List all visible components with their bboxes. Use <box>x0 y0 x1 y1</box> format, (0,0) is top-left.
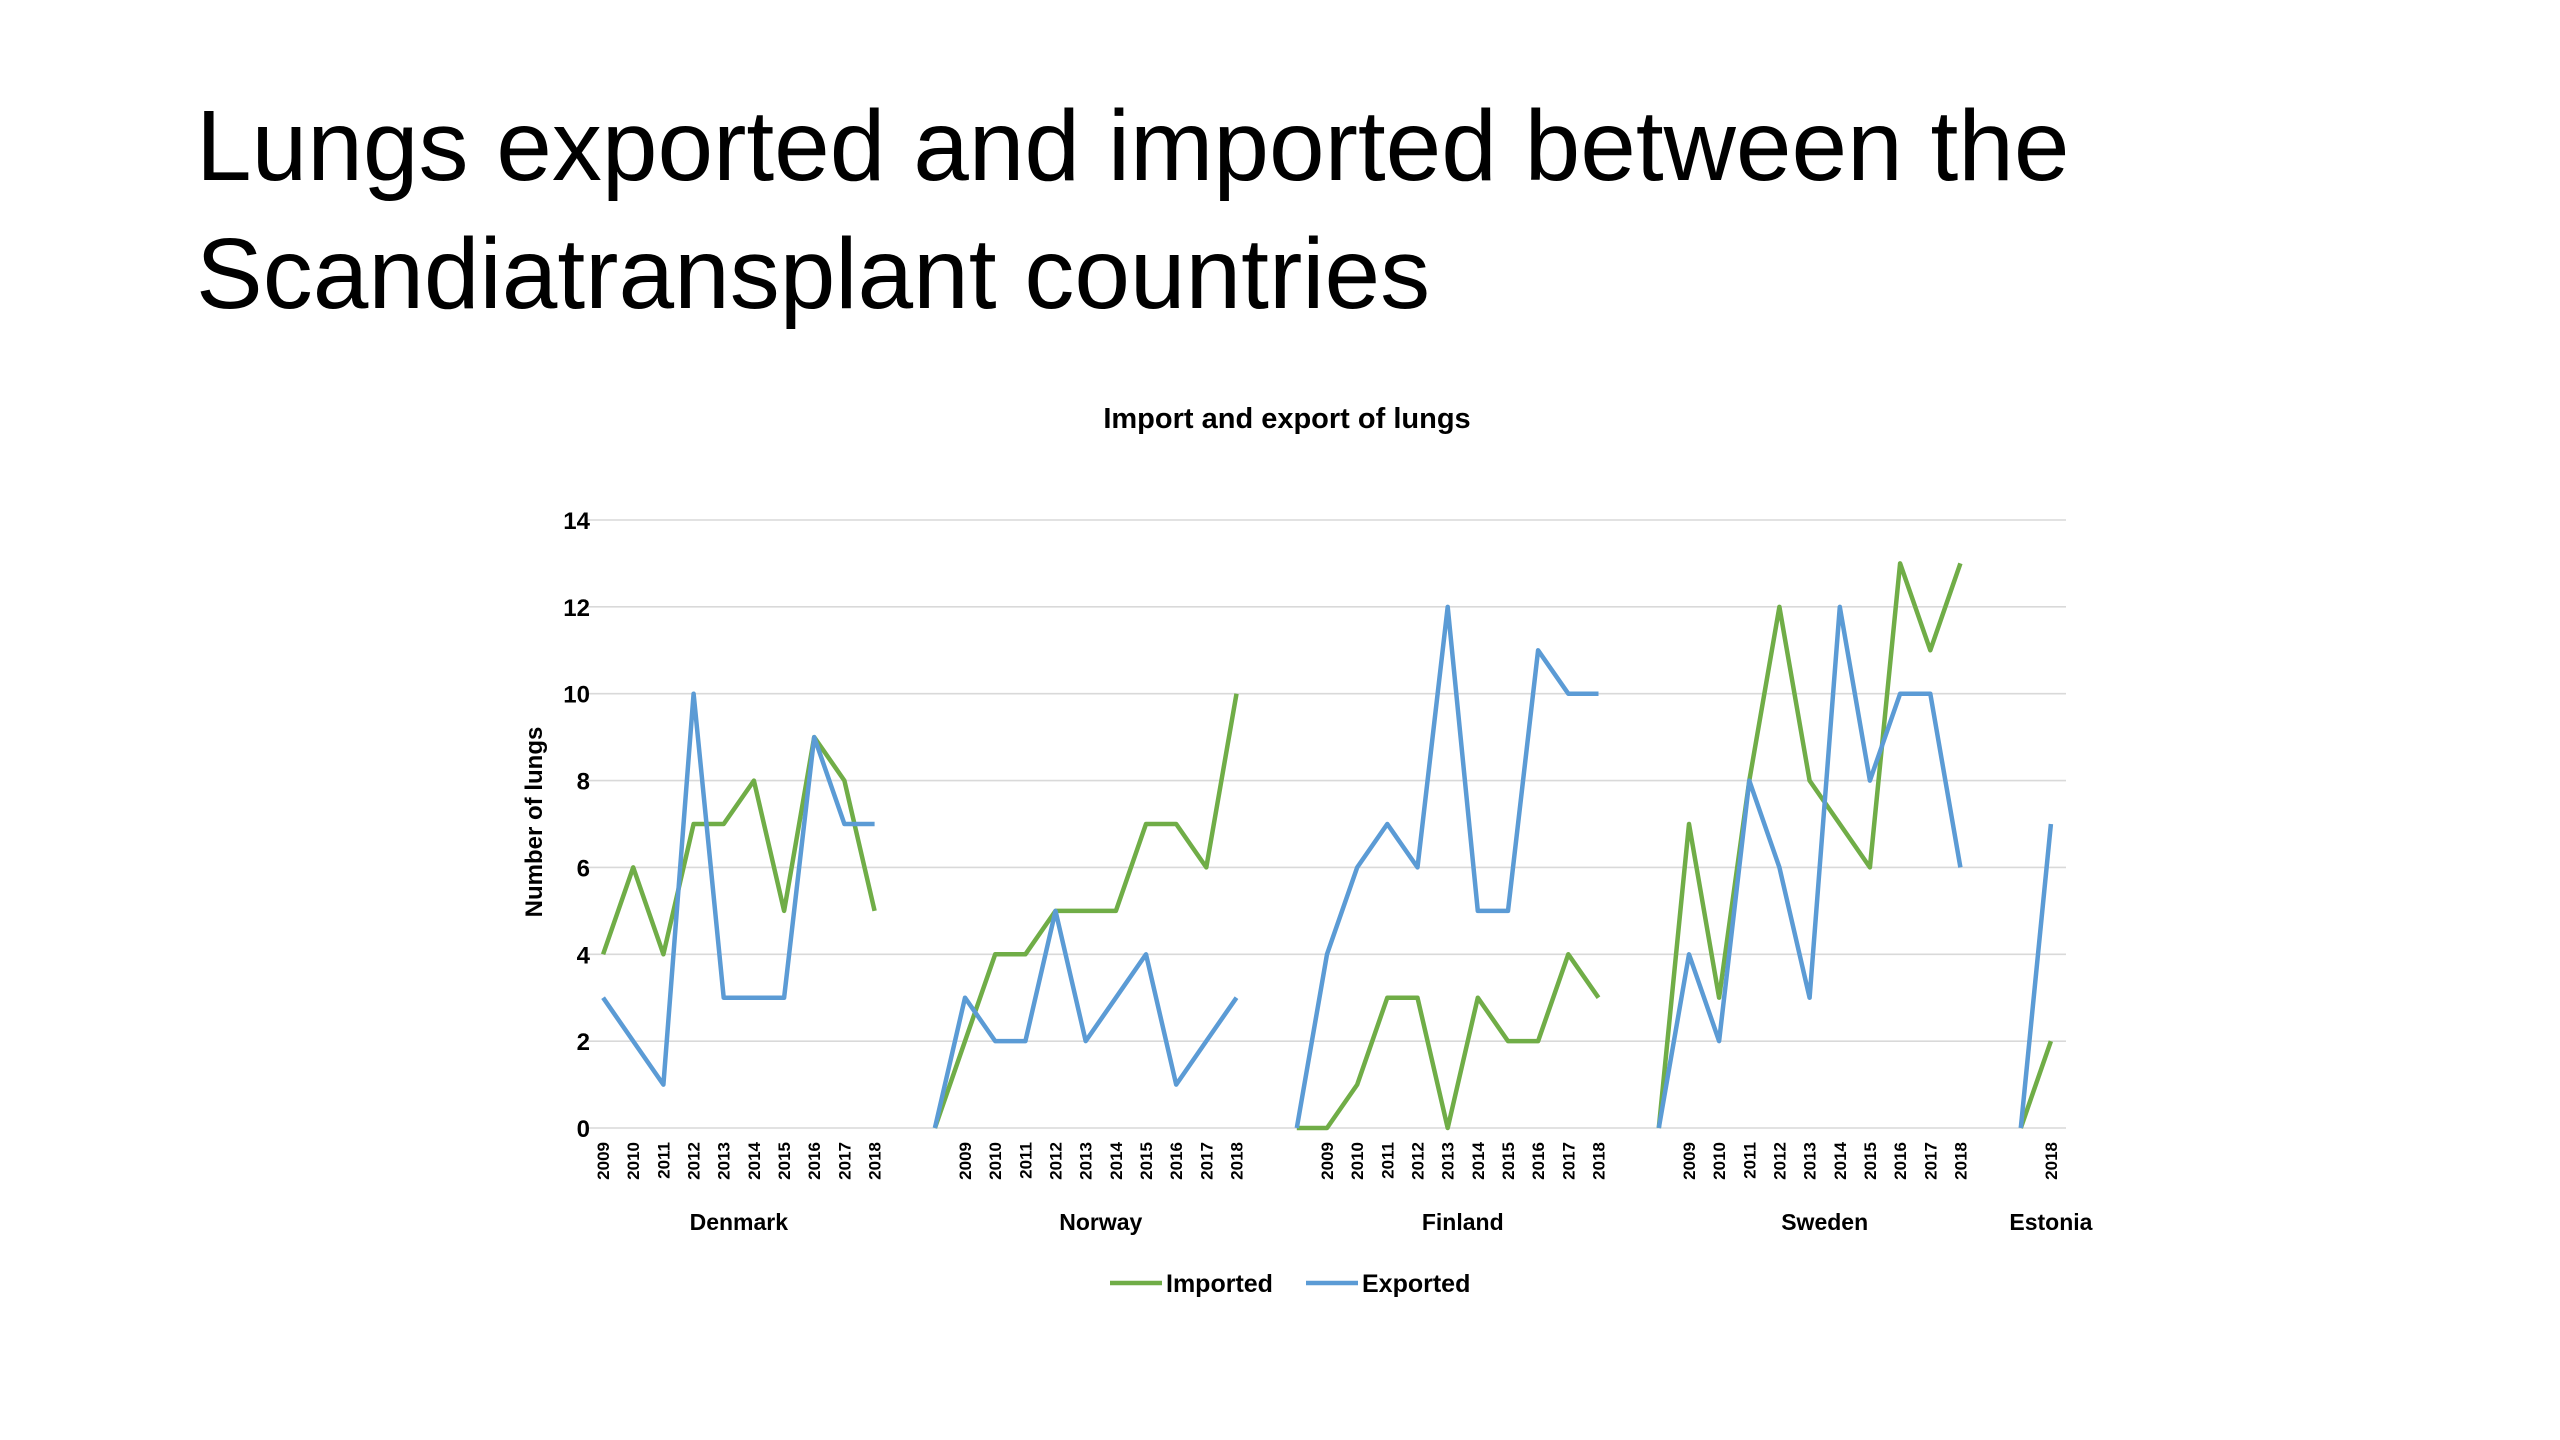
x-tick-label: 2014 <box>1469 1141 1488 1179</box>
x-tick-label: 2016 <box>1529 1142 1548 1180</box>
y-tick-label: 2 <box>577 1029 590 1056</box>
y-axis-title: Number of lungs <box>521 727 548 918</box>
x-tick-label: 2011 <box>1378 1142 1397 1179</box>
line-sweden-exported <box>1656 604 1963 1129</box>
y-tick-label: 12 <box>563 595 590 622</box>
y-tick-label: 6 <box>577 855 590 882</box>
y-axis-ticks: 0 2 4 6 8 10 12 14 <box>563 508 590 1143</box>
x-tick-label: 2016 <box>1891 1142 1910 1180</box>
x-tick-label: 2015 <box>775 1142 794 1180</box>
x-tick-label: 2009 <box>1318 1142 1337 1180</box>
gridlines <box>588 519 2066 1129</box>
x-tick-label: 2010 <box>1348 1142 1367 1180</box>
y-tick-label: 0 <box>577 1116 590 1143</box>
x-tick-label: 2018 <box>1590 1142 1609 1180</box>
x-tick-label: 2017 <box>835 1142 854 1180</box>
line-finland-imported <box>1296 952 1601 1131</box>
x-tick-label: 2014 <box>1831 1141 1850 1179</box>
x-tick-label: 2010 <box>1710 1142 1729 1180</box>
x-tick-label: 2009 <box>956 1142 975 1180</box>
category-label-estonia: Estonia <box>2009 1209 2092 1235</box>
chart-title: Import and export of lungs <box>1103 403 1470 435</box>
series-lines <box>600 561 2054 1131</box>
slide-title-line-2: Scandiatransplant countries <box>196 218 1431 330</box>
line-norway-imported <box>932 693 1239 1129</box>
country-labels: Denmark Norway Finland Sweden Estonia <box>690 1209 2093 1235</box>
legend-label-exported: Exported <box>1362 1270 1470 1298</box>
x-tick-label: 2011 <box>1016 1142 1035 1179</box>
slide-title: Lungs exported and imported between the S… <box>196 82 2446 338</box>
y-tick-label: 14 <box>563 508 590 535</box>
category-label-denmark: Denmark <box>690 1209 789 1235</box>
x-tick-label: 2015 <box>1137 1142 1156 1180</box>
x-tick-label: 2011 <box>1740 1142 1759 1179</box>
line-sweden-imported <box>1656 561 1963 1129</box>
year-labels: 2009 2010 2011 2012 2013 2014 2015 2016 2017 2018… <box>594 1141 2061 1179</box>
x-tick-label: 2015 <box>1861 1142 1880 1180</box>
x-tick-label: 2012 <box>1770 1142 1789 1180</box>
x-tick-label: 2009 <box>594 1142 613 1180</box>
x-tick-label: 2017 <box>1921 1142 1940 1180</box>
x-tick-label: 2017 <box>1559 1142 1578 1180</box>
line-estonia-imported <box>2018 1040 2054 1129</box>
x-tick-label: 2018 <box>2042 1142 2061 1180</box>
x-tick-label: 2014 <box>745 1141 764 1179</box>
line-denmark-imported <box>600 734 877 957</box>
x-tick-label: 2012 <box>685 1142 704 1180</box>
category-label-norway: Norway <box>1059 1209 1142 1235</box>
legend-label-imported: Imported <box>1166 1270 1273 1298</box>
x-tick-label: 2010 <box>624 1142 643 1180</box>
x-tick-label: 2013 <box>1801 1142 1820 1180</box>
y-tick-label: 10 <box>563 682 590 709</box>
x-tick-label: 2013 <box>1077 1142 1096 1180</box>
x-tick-label: 2012 <box>1409 1142 1428 1180</box>
y-tick-label: 8 <box>577 769 590 796</box>
line-norway-exported <box>932 908 1239 1129</box>
x-tick-label: 2017 <box>1197 1142 1216 1180</box>
x-tick-label: 2009 <box>1680 1142 1699 1180</box>
x-tick-label: 2018 <box>866 1142 885 1180</box>
x-tick-label: 2016 <box>1167 1142 1186 1180</box>
x-tick-label: 2012 <box>1047 1142 1066 1180</box>
line-denmark-exported <box>601 691 875 1087</box>
x-tick-label: 2013 <box>715 1142 734 1180</box>
line-estonia-exported <box>2018 823 2054 1129</box>
category-label-finland: Finland <box>1422 1209 1504 1235</box>
x-tick-label: 2016 <box>805 1142 824 1180</box>
x-tick-label: 2013 <box>1439 1142 1458 1180</box>
x-tick-label: 2015 <box>1499 1142 1518 1180</box>
x-tick-label: 2010 <box>986 1142 1005 1180</box>
line-finland-exported <box>1294 604 1599 1129</box>
x-tick-label: 2011 <box>654 1142 673 1179</box>
x-tick-label: 2018 <box>1951 1142 1970 1180</box>
x-tick-label: 2014 <box>1107 1141 1126 1179</box>
y-tick-label: 4 <box>577 942 591 969</box>
x-tick-label: 2018 <box>1228 1142 1247 1180</box>
legend: Imported Exported <box>1110 1270 1470 1298</box>
category-label-sweden: Sweden <box>1781 1209 1868 1235</box>
slide-title-line-1: Lungs exported and imported between the <box>196 90 2070 202</box>
